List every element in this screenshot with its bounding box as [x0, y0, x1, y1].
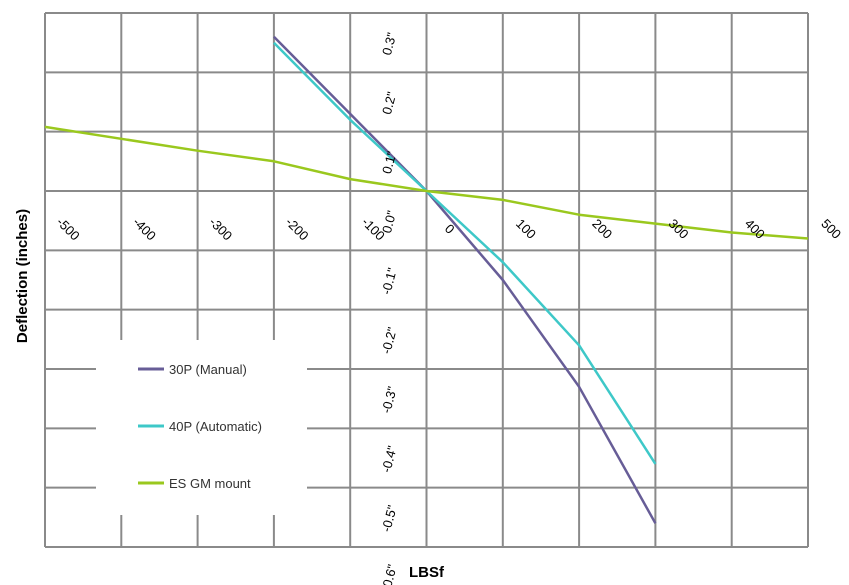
x-tick-label: 400	[742, 216, 768, 242]
legend-entry: 40P (Automatic)	[169, 419, 262, 434]
y-tick-label: 0.2"	[379, 90, 399, 116]
y-axis-label: Deflection (inches)	[14, 209, 31, 343]
x-tick-label: 500	[818, 216, 844, 242]
chart-legend: 30P (Manual) 40P (Automatic) ES GM mount	[96, 340, 307, 515]
x-axis-label: LBSf	[409, 564, 445, 581]
y-tick-label: -0.1"	[378, 266, 400, 296]
x-tick-label: -300	[206, 214, 235, 243]
y-tick-label: 0.0"	[379, 209, 399, 235]
chart-series	[44, 35, 809, 524]
y-tick-label: -0.2"	[378, 325, 400, 355]
x-tick-label: -500	[54, 214, 83, 243]
legend-entry: ES GM mount	[169, 476, 251, 491]
y-tick-label: -0.3"	[378, 384, 400, 414]
x-tick-label: 300	[666, 216, 692, 242]
x-tick-label: -400	[130, 214, 159, 243]
series-line	[44, 125, 809, 240]
y-tick-label: -0.6"	[378, 562, 400, 585]
y-tick-label: -0.4"	[378, 444, 400, 474]
x-tick-label: 0	[442, 221, 458, 237]
series-line	[273, 41, 657, 465]
chart-grid	[44, 12, 809, 548]
x-tick-label: -200	[283, 214, 312, 243]
x-tick-label: 200	[589, 216, 615, 242]
y-tick-label: 0.1"	[379, 149, 399, 175]
x-tick-label: 100	[513, 216, 539, 242]
y-tick-label: -0.5"	[378, 503, 400, 533]
y-tick-label: 0.3"	[379, 31, 399, 57]
series-line	[273, 35, 657, 524]
legend-entry: 30P (Manual)	[169, 362, 247, 377]
legend-box	[96, 340, 307, 515]
